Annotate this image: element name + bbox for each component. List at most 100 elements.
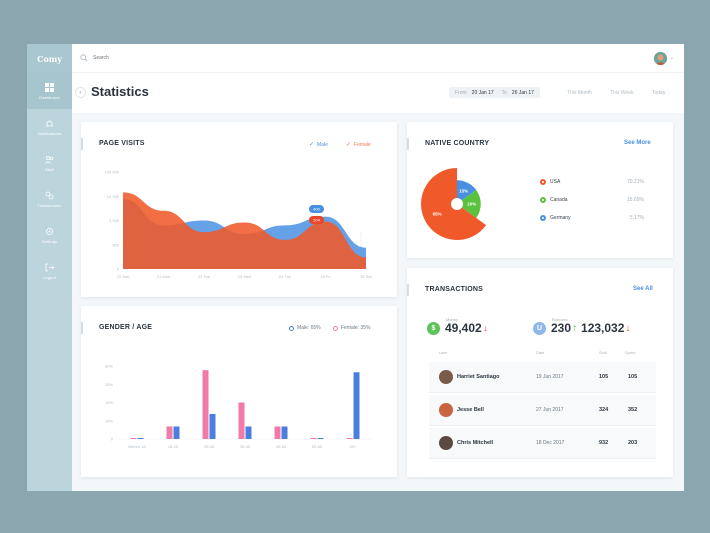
from-value[interactable]: 20 Jan 17 <box>471 89 494 96</box>
country-name: Germany <box>550 215 571 221</box>
col-user: User <box>439 350 448 355</box>
bonuses-total: 123,032 <box>581 321 625 335</box>
sidebar-item-label: Logout <box>43 274 56 280</box>
y-tick-label: 30% <box>105 364 113 369</box>
y-tick-label: 25% <box>105 382 113 387</box>
bar-male[interactable] <box>209 413 216 439</box>
x-tick-label: 24 Thu <box>279 274 291 279</box>
table-row[interactable]: Harriet Santiago 19 Jun 2017 105 105 <box>429 362 656 393</box>
legend-male[interactable]: ✓ Male <box>309 141 328 149</box>
sidebar-item-logout[interactable]: Logout <box>27 253 72 289</box>
row-sold: 105 <box>599 374 609 380</box>
grid-icon <box>45 82 54 92</box>
x-tick-label: 65+ <box>350 444 357 449</box>
row-date: 18 Dec 2017 <box>536 440 565 446</box>
bar-male[interactable] <box>137 437 144 439</box>
bar-female[interactable] <box>166 426 173 439</box>
user-name: Harriet Santiago <box>457 374 500 380</box>
app-window: Comy Dashboard Notifications Staff Transact… <box>27 44 684 491</box>
slice-label: 20% <box>467 202 476 207</box>
range-this-week[interactable]: This Week <box>610 90 634 96</box>
x-tick-label: 55-65 <box>312 444 323 449</box>
y-tick-label: 500 <box>112 242 119 247</box>
bar-male[interactable] <box>245 426 252 439</box>
bonuses-value: 230 <box>551 321 572 335</box>
y-tick-label: 0 <box>117 267 120 272</box>
sidebar-item-transactions[interactable]: Transactions <box>27 181 72 217</box>
sidebar-item-notifications[interactable]: Notifications <box>27 109 72 145</box>
row-spent: 352 <box>628 407 638 413</box>
bar-male[interactable] <box>173 426 180 439</box>
legend-female[interactable]: Female: 35% <box>333 325 370 331</box>
sidebar-item-staff[interactable]: Staff <box>27 145 72 181</box>
search-icon <box>80 54 88 62</box>
pie-slice-germany[interactable] <box>457 180 477 202</box>
bonuses-stat: U Bonuses 230 ↑ 123,032 ↓ <box>533 317 630 335</box>
table-row[interactable]: Jesse Bell 27 Jun 2017 324 352 <box>429 395 656 426</box>
bar-male[interactable] <box>353 372 360 439</box>
sidebar-item-label: Staff <box>45 166 54 172</box>
table-row[interactable]: Chris Mitchell 18 Dec 2017 932 203 <box>429 428 656 459</box>
avatar[interactable] <box>654 52 667 65</box>
back-button[interactable]: ‹ <box>75 87 86 98</box>
pie-slice-canada[interactable] <box>461 190 481 218</box>
search-input[interactable] <box>93 55 213 61</box>
card-title: NATIVE COUNTRY <box>425 140 490 147</box>
sidebar-item-dashboard[interactable]: Dashboard <box>27 73 72 109</box>
country-pct: 70.21% <box>627 179 644 185</box>
x-tick-label: 25-35 <box>204 444 215 449</box>
bar-female[interactable] <box>274 426 281 439</box>
x-tick-label: 20 Sun <box>117 274 130 279</box>
legend-male[interactable]: Male: 65% <box>289 325 321 331</box>
sidebar-item-settings[interactable]: Settings <box>27 217 72 253</box>
svg-text:204: 204 <box>313 218 320 223</box>
user-name: Chris Mitchell <box>457 440 494 446</box>
bar-female[interactable] <box>130 437 137 439</box>
legend-dot <box>289 325 294 331</box>
to-value[interactable]: 26 Jan 17 <box>511 89 534 96</box>
bar-male[interactable] <box>317 437 324 439</box>
row-spent: 105 <box>628 374 638 380</box>
card-accent <box>407 138 409 150</box>
see-all-link[interactable]: See All <box>633 286 653 292</box>
see-more-link[interactable]: See More <box>624 140 651 146</box>
x-tick-label: Before 18 <box>128 444 146 449</box>
range-this-month[interactable]: This Month <box>567 90 592 96</box>
x-tick-label: 25 Fri <box>320 274 330 279</box>
avatar <box>439 436 453 450</box>
transactions-icon <box>45 191 54 199</box>
y-tick-label: 100 000 <box>105 170 120 175</box>
x-tick-label: 18-25 <box>168 444 179 449</box>
chevron-down-icon[interactable]: ⌄ <box>669 55 674 61</box>
country-row: Germany 5.17% <box>540 215 644 221</box>
gender-age-chart: 0 10% 15% 25% 30% Before 18 18-25 25-35 35-45 45-… <box>105 364 371 449</box>
y-tick-label: 10 000 <box>107 194 120 199</box>
legend-label: Male: 65% <box>297 325 321 331</box>
money-stat: $ Money 49,402 ↓ <box>427 317 488 335</box>
y-tick-label: 10% <box>105 418 113 423</box>
bonuses-badge: U <box>533 321 546 335</box>
bar-female[interactable] <box>202 370 209 439</box>
bar-female[interactable] <box>346 437 353 439</box>
pie-slice-usa[interactable] <box>421 168 487 240</box>
col-sold: Sold <box>599 350 608 355</box>
user-name: Jesse Bell <box>457 407 484 413</box>
card-accent <box>81 138 83 150</box>
bar-male[interactable] <box>281 426 288 439</box>
col-date: Date <box>536 350 545 355</box>
top-bar: ⌄ <box>72 44 684 73</box>
country-pct: 5.17% <box>629 215 644 221</box>
value-tooltip: 204 <box>309 216 324 224</box>
legend-label: Female: 35% <box>341 325 371 331</box>
money-badge: $ <box>427 321 440 335</box>
legend-female[interactable]: ✓ Female <box>346 141 371 149</box>
range-today[interactable]: Today <box>652 90 666 96</box>
page-visits-chart: 0 500 1 000 10 000 100 000 20 Sun 21 Mon 22 Tue… <box>105 170 373 280</box>
date-range-picker[interactable]: From 20 Jan 17 To 26 Jan 17 <box>449 87 540 98</box>
bar-female[interactable] <box>310 437 317 439</box>
x-tick-label: 45-55 <box>276 444 287 449</box>
row-sold: 324 <box>599 407 609 413</box>
legend-dot <box>333 325 338 331</box>
avatar <box>439 370 453 384</box>
bar-female[interactable] <box>238 402 245 440</box>
